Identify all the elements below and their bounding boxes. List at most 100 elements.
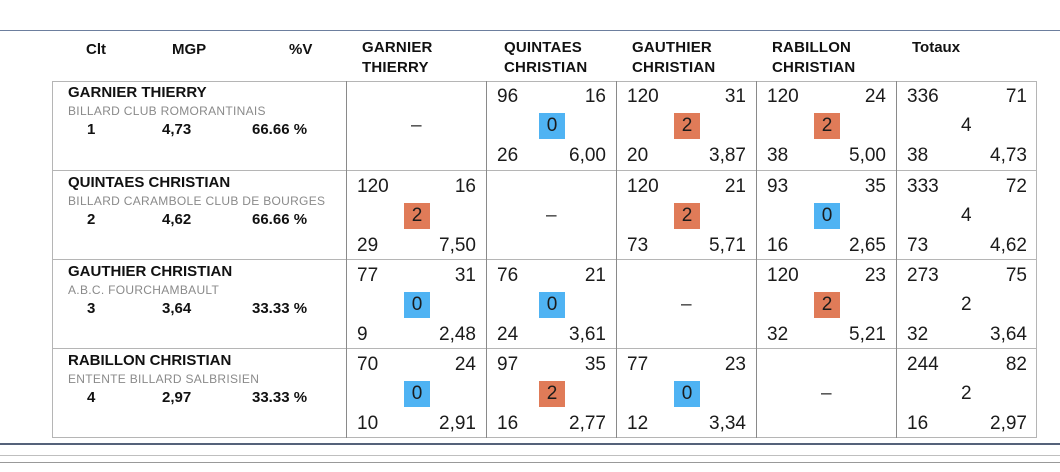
score-top-right: 35 <box>584 354 606 375</box>
header-col-4: RABILLON CHRISTIAN <box>772 38 855 78</box>
score-top-left: 93 <box>767 176 789 197</box>
match-cell: 70 24 0 10 2,91 <box>347 349 486 438</box>
bottom-divider <box>0 443 1060 445</box>
points-badge: 0 <box>404 292 430 318</box>
dash-mark: – <box>681 294 692 315</box>
score-bottom-right: 4,62 <box>990 235 1027 256</box>
score-bottom-left: 29 <box>357 235 379 256</box>
player-rank: 3 <box>87 300 96 317</box>
points-badge: 2 <box>674 113 700 139</box>
points-badge: 0 <box>539 292 565 318</box>
score-bottom-right: 2,91 <box>439 413 476 434</box>
score-bottom-left: 26 <box>497 145 519 166</box>
score-top-right: 31 <box>454 265 476 286</box>
player-pctv: 33.33 % <box>252 389 308 406</box>
header-col-3-line1: GAUTHIER <box>632 39 712 56</box>
score-bottom-right: 7,50 <box>439 235 476 256</box>
score-top-left: 244 <box>907 354 939 375</box>
score-bottom-right: 6,00 <box>569 145 606 166</box>
match-cell: 77 31 0 9 2,48 <box>347 260 486 349</box>
player-rank: 4 <box>87 389 96 406</box>
score-bottom-right: 3,64 <box>990 324 1027 345</box>
header-clt: Clt <box>86 41 106 58</box>
header-col-1-line2: THIERRY <box>362 59 429 76</box>
score-bottom-left: 32 <box>767 324 789 345</box>
column-divider <box>616 81 617 438</box>
score-top-right: 23 <box>864 265 886 286</box>
header-mgp: MGP <box>172 41 207 58</box>
points-total: 2 <box>961 294 972 315</box>
player-name: RABILLON CHRISTIAN <box>68 352 232 369</box>
row-divider <box>52 348 1037 349</box>
score-bottom-left: 38 <box>767 145 789 166</box>
score-top-left: 120 <box>627 86 659 107</box>
score-bottom-right: 5,00 <box>849 145 886 166</box>
player-mgp: 3,64 <box>162 300 192 317</box>
header-col-3: GAUTHIER CHRISTIAN <box>632 38 715 78</box>
totals-cell: 336 71 4 38 4,73 <box>897 81 1037 170</box>
self-match-cell: – <box>757 349 896 438</box>
header-col-3-line2: CHRISTIAN <box>632 59 716 76</box>
points-badge: 2 <box>404 203 430 229</box>
score-bottom-right: 3,34 <box>709 413 746 434</box>
match-cell: 96 16 0 26 6,00 <box>487 81 616 170</box>
column-divider <box>756 81 757 438</box>
match-cell: 77 23 0 12 3,34 <box>617 349 756 438</box>
player-name: QUINTAES CHRISTIAN <box>68 174 231 191</box>
score-bottom-right: 2,97 <box>990 413 1027 434</box>
score-bottom-left: 16 <box>767 235 789 256</box>
points-badge: 2 <box>539 381 565 407</box>
score-top-right: 16 <box>584 86 606 107</box>
dash-mark: – <box>411 115 422 136</box>
totals-cell: 333 72 4 73 4,62 <box>897 171 1037 260</box>
score-bottom-right: 3,87 <box>709 145 746 166</box>
score-top-right: 72 <box>1005 176 1027 197</box>
score-bottom-right: 3,61 <box>569 324 606 345</box>
player-club: A.B.C. FOURCHAMBAULT <box>68 283 220 297</box>
match-cell: 120 31 2 20 3,87 <box>617 81 756 170</box>
match-cell: 120 23 2 32 5,21 <box>757 260 896 349</box>
score-top-left: 120 <box>357 176 389 197</box>
totals-cell: 273 75 2 32 3,64 <box>897 260 1037 349</box>
score-bottom-right: 2,48 <box>439 324 476 345</box>
score-top-right: 16 <box>454 176 476 197</box>
self-match-cell: – <box>487 171 616 260</box>
score-top-left: 96 <box>497 86 519 107</box>
points-badge: 0 <box>674 381 700 407</box>
player-mgp: 4,62 <box>162 211 192 228</box>
score-bottom-left: 38 <box>907 145 929 166</box>
dash-mark: – <box>821 383 832 404</box>
score-top-left: 120 <box>767 265 799 286</box>
header-col-2: QUINTAES CHRISTIAN <box>504 38 587 78</box>
column-divider <box>346 81 347 438</box>
score-top-left: 77 <box>627 354 649 375</box>
column-divider <box>896 81 897 438</box>
score-top-left: 120 <box>767 86 799 107</box>
score-bottom-right: 2,65 <box>849 235 886 256</box>
score-bottom-left: 73 <box>627 235 649 256</box>
score-top-left: 273 <box>907 265 939 286</box>
points-total: 2 <box>961 383 972 404</box>
bottom-divider <box>0 462 1060 463</box>
score-top-right: 24 <box>454 354 476 375</box>
score-top-left: 70 <box>357 354 379 375</box>
score-top-left: 120 <box>627 176 659 197</box>
score-bottom-left: 20 <box>627 145 649 166</box>
header-col-1-line1: GARNIER <box>362 39 433 56</box>
score-bottom-right: 5,21 <box>849 324 886 345</box>
header-col-4-line2: CHRISTIAN <box>772 59 856 76</box>
score-top-right: 82 <box>1005 354 1027 375</box>
points-badge: 0 <box>814 203 840 229</box>
score-top-left: 333 <box>907 176 939 197</box>
match-cell: 120 24 2 38 5,00 <box>757 81 896 170</box>
score-top-right: 71 <box>1005 86 1027 107</box>
player-rank: 1 <box>87 121 96 138</box>
header-totals: Totaux <box>912 39 961 56</box>
self-match-cell: – <box>617 260 756 349</box>
header-col-2-line2: CHRISTIAN <box>504 59 588 76</box>
player-mgp: 2,97 <box>162 389 192 406</box>
score-top-left: 336 <box>907 86 939 107</box>
points-badge: 0 <box>539 113 565 139</box>
score-top-left: 97 <box>497 354 519 375</box>
score-top-right: 31 <box>724 86 746 107</box>
